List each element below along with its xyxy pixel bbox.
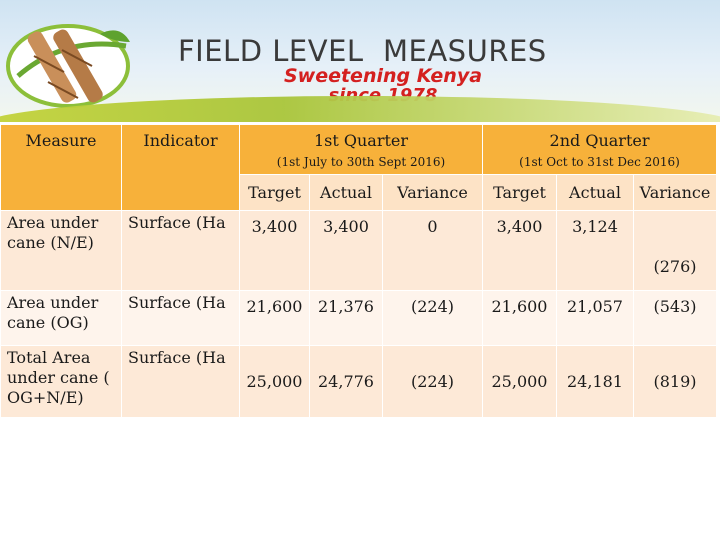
table-row: Area under cane (OG) Surface (Ha 21,600 … — [0, 290, 717, 346]
q2-period: (1st Oct to 31st Dec 2016) — [519, 155, 680, 169]
subheader-row: Target Actual Variance Target Actual Var… — [1, 174, 717, 211]
q2-target-cell: 3,400 — [482, 210, 557, 291]
measure-cell: Area under cane (OG) — [0, 290, 122, 346]
sugarcane-logo-icon — [6, 24, 130, 108]
col-header-indicator: Indicator — [121, 124, 240, 211]
tagline-line-1: Sweetening Kenya — [283, 65, 483, 87]
q1-actual-cell: 3,400 — [309, 210, 383, 291]
q1-title: 1st Quarter — [313, 131, 409, 150]
q1-target-cell: 21,600 — [239, 290, 310, 346]
q2-title: 2nd Quarter — [549, 131, 650, 150]
page-title: FIELD LEVEL MEASURES — [178, 34, 547, 68]
q1-target-cell: 3,400 — [239, 210, 310, 291]
header-banner: FIELD LEVEL MEASURES Sweetening Kenya si… — [0, 0, 720, 122]
indicator-cell: Surface (Ha — [121, 345, 240, 418]
q2-target-cell: 25,000 — [482, 345, 557, 418]
q2-variance-cell: (543) — [633, 290, 717, 346]
subheader-q2-variance: Variance — [633, 174, 717, 211]
subheader-q1-target: Target — [239, 174, 310, 211]
table-row: Total Area under cane ( OG+N/E) Surface … — [0, 345, 717, 418]
q1-variance-cell: (224) — [382, 345, 483, 418]
q2-variance-cell: (819) — [633, 345, 717, 418]
subheader-q1-actual: Actual — [309, 174, 383, 211]
subheader-q2-target: Target — [482, 174, 557, 211]
field-measures-table: Measure Indicator 1st Quarter (1st July … — [0, 124, 717, 418]
q2-actual-cell: 3,124 — [556, 210, 634, 291]
table-row: Area under cane (N/E) Surface (Ha 3,400 … — [0, 210, 717, 291]
measure-cell: Total Area under cane ( OG+N/E) — [0, 345, 122, 418]
q1-target-cell: 25,000 — [239, 345, 310, 418]
indicator-cell: Surface (Ha — [121, 210, 240, 291]
q1-period: (1st July to 30th Sept 2016) — [276, 155, 446, 169]
measure-cell: Area under cane (N/E) — [0, 210, 122, 291]
q1-actual-cell: 21,376 — [309, 290, 383, 346]
indicator-cell: Surface (Ha — [121, 290, 240, 346]
q2-header: 2nd Quarter (1st Oct to 31st Dec 2016) — [482, 124, 717, 175]
q1-header: 1st Quarter (1st July to 30th Sept 2016) — [239, 124, 483, 175]
subheader-q2-actual: Actual — [556, 174, 634, 211]
q2-target-cell: 21,600 — [482, 290, 557, 346]
q2-actual-cell: 24,181 — [556, 345, 634, 418]
q1-variance-cell: (224) — [382, 290, 483, 346]
q2-variance-cell: (276) — [633, 210, 717, 291]
col-header-measure: Measure — [0, 124, 122, 211]
subheader-q1-variance: Variance — [382, 174, 483, 211]
q1-variance-cell: 0 — [382, 210, 483, 291]
q2-actual-cell: 21,057 — [556, 290, 634, 346]
header-row: Measure Indicator 1st Quarter (1st July … — [0, 124, 717, 211]
q1-actual-cell: 24,776 — [309, 345, 383, 418]
